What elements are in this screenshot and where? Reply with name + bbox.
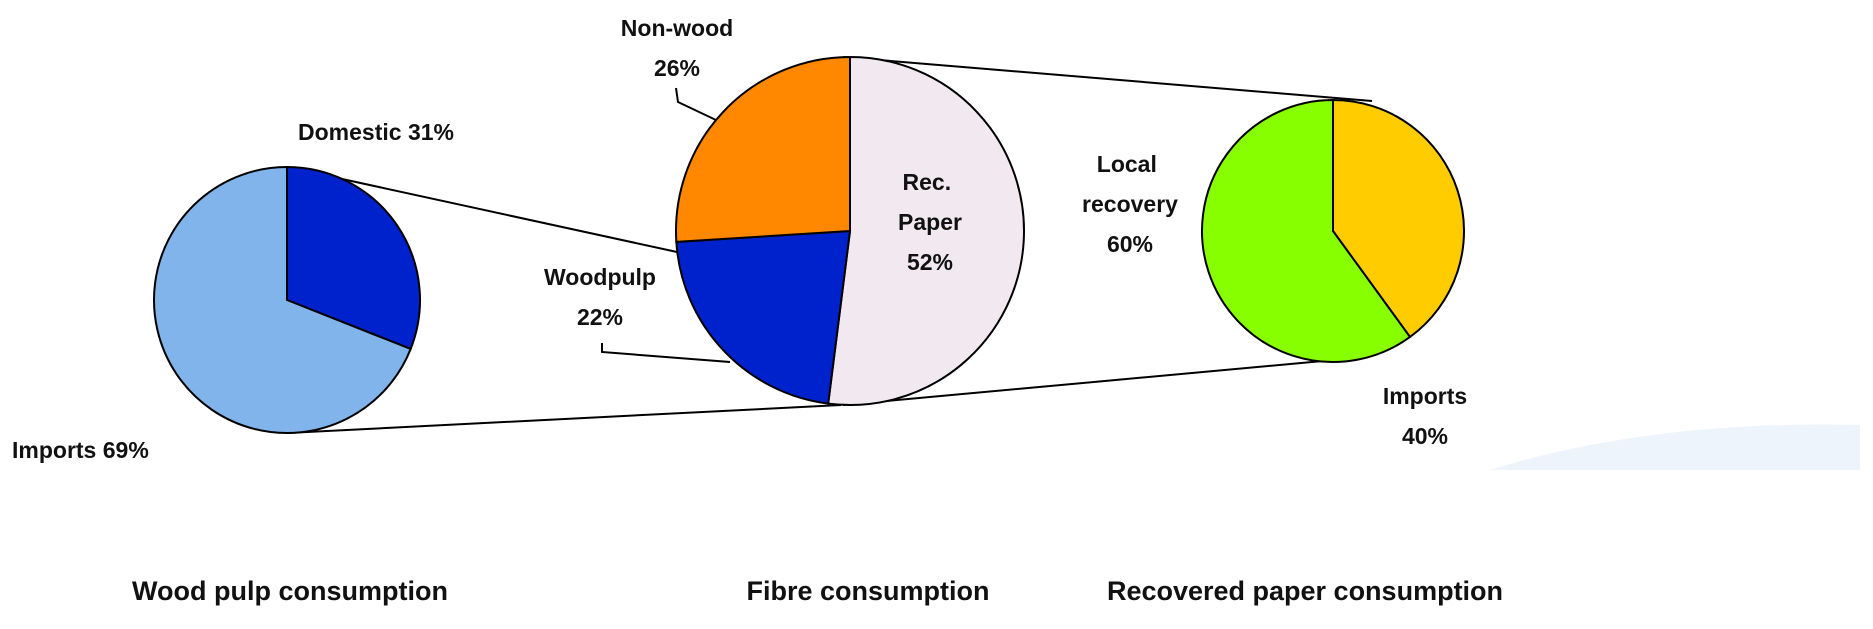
slice-name: Woodpulp — [544, 264, 656, 290]
slice-name-line: Non-wood — [621, 15, 733, 41]
slice-label: Imports 69% — [12, 437, 149, 463]
pie-slice — [286, 165, 421, 351]
slice-name: Imports — [1383, 383, 1467, 409]
slice-name-line: Local — [1097, 151, 1163, 177]
pie-slice — [827, 55, 1025, 406]
pie-slice — [675, 55, 851, 243]
chart-title: Recovered paper consumption — [1107, 576, 1503, 606]
connector — [286, 166, 678, 253]
slice-value: 52% — [907, 249, 953, 275]
leader-line — [675, 87, 717, 121]
slice-name: Domestic — [298, 119, 402, 145]
pie-slice — [1332, 98, 1465, 339]
slice-name: Non-wood — [621, 15, 733, 41]
slice-name: Rec. Paper — [898, 169, 962, 235]
connector — [842, 56, 1373, 102]
slice-value: 69% — [103, 437, 149, 463]
slice-name: Local recovery — [1082, 151, 1178, 217]
slice-label: Domestic 31% — [298, 119, 454, 145]
connector — [286, 404, 842, 434]
decoration — [1490, 424, 1860, 470]
slice-name-line: Imports — [1383, 383, 1467, 409]
connector — [842, 360, 1324, 406]
chart-title: Fibre consumption — [747, 576, 990, 606]
slice-name-line: Woodpulp — [544, 264, 656, 290]
pie-slice — [153, 165, 412, 434]
slice-name-line: Rec. — [903, 169, 958, 195]
pie-slice — [1201, 98, 1412, 363]
chart-title: Wood pulp consumption — [132, 576, 448, 606]
slice-name-line: recovery — [1082, 191, 1178, 217]
slice-value: 26% — [654, 55, 700, 81]
slice-value: 22% — [577, 304, 623, 330]
pie-slice — [675, 229, 852, 405]
slice-value: 31% — [408, 119, 454, 145]
slice-name: Imports — [12, 437, 96, 463]
leader-line — [601, 343, 731, 363]
slice-name-line: Paper — [898, 209, 962, 235]
slice-value: 60% — [1107, 231, 1153, 257]
slice-value: 40% — [1402, 423, 1448, 449]
